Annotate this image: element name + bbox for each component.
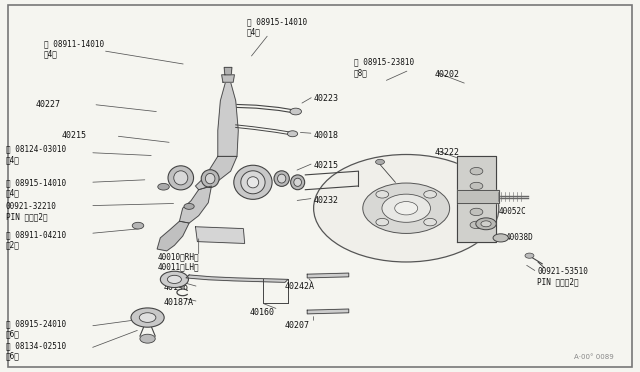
- Text: Ⓑ 08134-02510
（6）: Ⓑ 08134-02510 （6）: [6, 341, 66, 360]
- Ellipse shape: [493, 234, 508, 242]
- Circle shape: [525, 253, 534, 258]
- Circle shape: [376, 218, 388, 226]
- Polygon shape: [195, 227, 244, 243]
- Text: ⓜ 08915-14010
（4）: ⓜ 08915-14010 （4）: [246, 17, 307, 36]
- Circle shape: [140, 313, 156, 323]
- Ellipse shape: [168, 166, 193, 190]
- Text: 40242A: 40242A: [285, 282, 315, 291]
- Circle shape: [395, 202, 418, 215]
- Text: 40202: 40202: [435, 70, 460, 79]
- Circle shape: [470, 167, 483, 175]
- Ellipse shape: [205, 173, 215, 184]
- Circle shape: [184, 203, 194, 209]
- Circle shape: [376, 159, 385, 164]
- Circle shape: [424, 190, 436, 198]
- Circle shape: [481, 221, 491, 227]
- Text: 40038D: 40038D: [505, 233, 533, 243]
- Circle shape: [376, 190, 388, 198]
- Text: 43222: 43222: [435, 148, 460, 157]
- Ellipse shape: [274, 171, 289, 186]
- Polygon shape: [195, 156, 237, 190]
- Text: 40215: 40215: [61, 131, 86, 141]
- Circle shape: [314, 154, 499, 262]
- Text: 40052C: 40052C: [499, 208, 527, 217]
- Circle shape: [470, 208, 483, 216]
- Text: ⓜ 08915-24010
（6）: ⓜ 08915-24010 （6）: [6, 319, 66, 339]
- Circle shape: [287, 131, 298, 137]
- Polygon shape: [186, 275, 288, 282]
- Text: 40223: 40223: [314, 94, 339, 103]
- Text: 40018: 40018: [314, 131, 339, 141]
- Text: ⓜ 08915-14010
（4）: ⓜ 08915-14010 （4）: [6, 178, 66, 198]
- Circle shape: [470, 221, 483, 229]
- Polygon shape: [224, 67, 232, 75]
- Text: 40227: 40227: [36, 100, 61, 109]
- Text: ⓝ 08911-14010
（4）: ⓝ 08911-14010 （4）: [44, 39, 104, 58]
- Ellipse shape: [291, 175, 305, 190]
- Text: A·00° 0089: A·00° 0089: [574, 354, 614, 360]
- Circle shape: [476, 218, 496, 230]
- Ellipse shape: [278, 174, 286, 183]
- Text: ⓜ 08915-23810
（8）: ⓜ 08915-23810 （8）: [354, 58, 414, 77]
- Text: ⓝ 08911-04210
（2）: ⓝ 08911-04210 （2）: [6, 230, 66, 250]
- Polygon shape: [218, 82, 238, 156]
- Text: 00921-32210
PIN ピン（2）: 00921-32210 PIN ピン（2）: [6, 202, 57, 222]
- Ellipse shape: [173, 171, 188, 185]
- Text: 40215: 40215: [314, 161, 339, 170]
- Ellipse shape: [294, 178, 301, 186]
- Circle shape: [161, 271, 188, 288]
- Ellipse shape: [234, 165, 272, 199]
- Text: 40010（RH）
40011（LH）: 40010（RH） 40011（LH）: [157, 252, 199, 272]
- Text: 00921-53510
PIN ピン（2）: 00921-53510 PIN ピン（2）: [537, 267, 588, 286]
- Polygon shape: [458, 156, 495, 241]
- Circle shape: [132, 222, 144, 229]
- Circle shape: [131, 308, 164, 327]
- Ellipse shape: [247, 177, 259, 188]
- Polygon shape: [458, 190, 499, 203]
- Polygon shape: [179, 186, 211, 223]
- Text: 40207: 40207: [285, 321, 310, 330]
- Text: 40196: 40196: [164, 283, 189, 292]
- Polygon shape: [157, 221, 189, 251]
- Text: Ⓑ 08124-03010
（4）: Ⓑ 08124-03010 （4）: [6, 145, 66, 164]
- Polygon shape: [307, 273, 349, 278]
- Circle shape: [140, 334, 156, 343]
- Polygon shape: [307, 309, 349, 314]
- Circle shape: [168, 275, 181, 283]
- Circle shape: [158, 183, 170, 190]
- Polygon shape: [221, 75, 234, 82]
- Circle shape: [363, 183, 450, 234]
- Text: 40232: 40232: [314, 196, 339, 205]
- Ellipse shape: [201, 170, 219, 187]
- Circle shape: [290, 108, 301, 115]
- Circle shape: [424, 218, 436, 226]
- Ellipse shape: [241, 171, 265, 194]
- Circle shape: [470, 195, 483, 203]
- Circle shape: [382, 194, 431, 222]
- Text: 40160: 40160: [250, 308, 275, 317]
- Circle shape: [470, 182, 483, 190]
- Text: 40187A: 40187A: [164, 298, 193, 307]
